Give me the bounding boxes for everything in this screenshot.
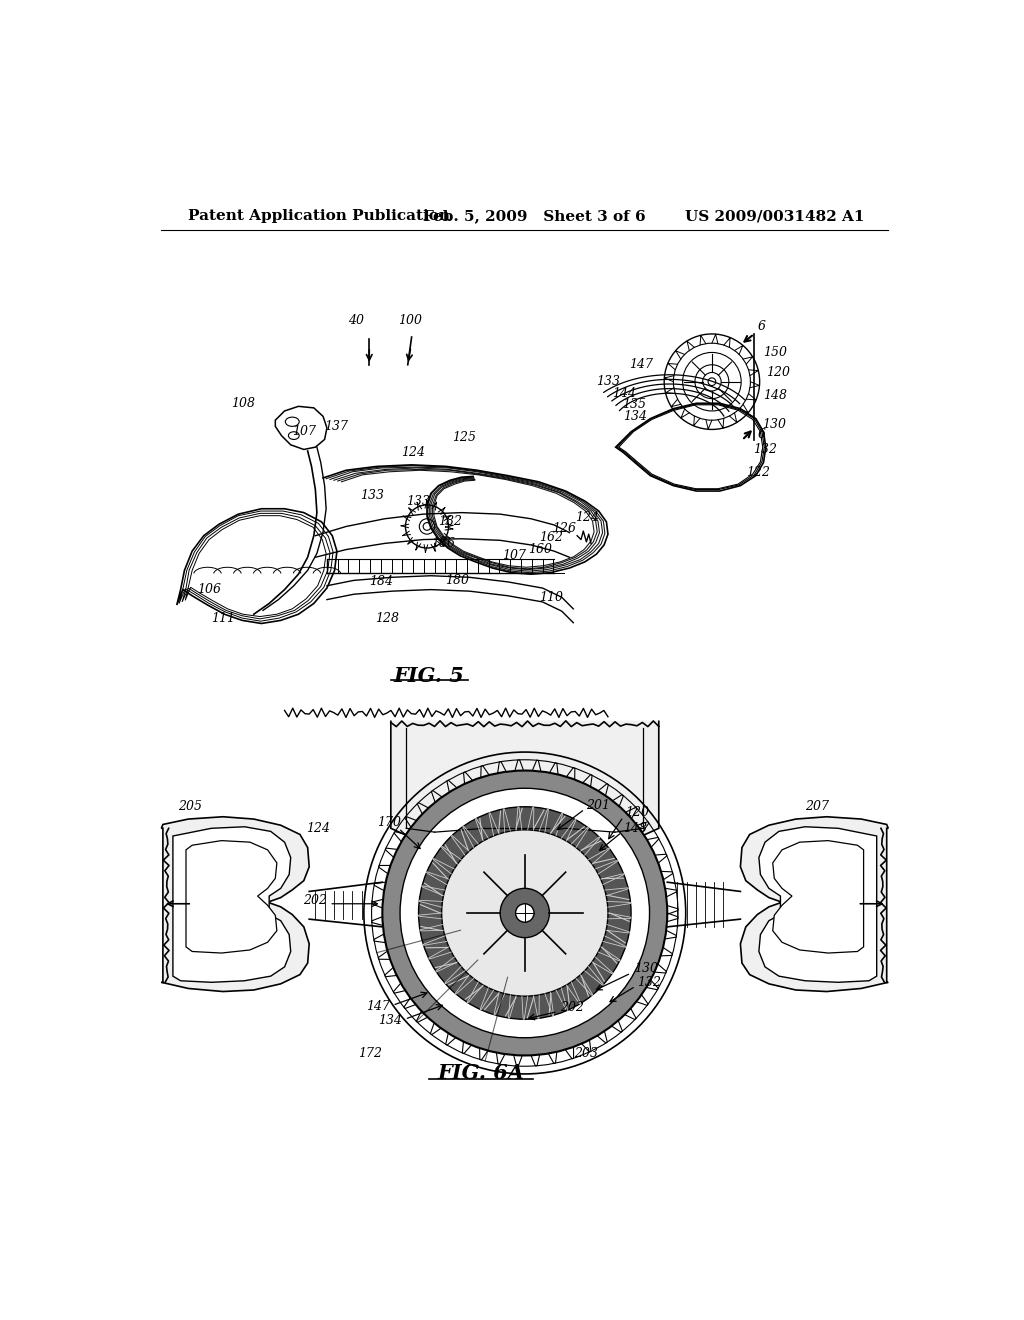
Text: 135: 135 (622, 399, 646, 412)
Text: 133: 133 (596, 375, 621, 388)
Text: 125: 125 (453, 430, 476, 444)
Text: 202: 202 (560, 1001, 585, 1014)
Circle shape (441, 830, 608, 997)
Text: 150: 150 (764, 346, 787, 359)
Polygon shape (740, 817, 888, 991)
Polygon shape (162, 817, 309, 991)
Text: FIG. 6A: FIG. 6A (437, 1063, 524, 1084)
Circle shape (419, 807, 631, 1019)
Text: 124: 124 (575, 511, 600, 524)
Text: US 2009/0031482 A1: US 2009/0031482 A1 (685, 209, 864, 223)
Text: 134: 134 (379, 1014, 402, 1027)
Text: Patent Application Publication: Patent Application Publication (188, 209, 451, 223)
Text: 6: 6 (758, 319, 766, 333)
Text: 128: 128 (376, 612, 399, 626)
Text: 184: 184 (370, 576, 393, 589)
Text: 182: 182 (438, 515, 463, 528)
Text: 207: 207 (805, 800, 829, 813)
Text: 148: 148 (624, 822, 647, 834)
Text: 107: 107 (292, 425, 316, 438)
Text: 6: 6 (758, 428, 766, 441)
Text: 147: 147 (367, 1001, 390, 1014)
Text: 180: 180 (444, 574, 469, 587)
Polygon shape (759, 826, 877, 982)
Text: 100: 100 (398, 314, 423, 326)
Text: 133: 133 (407, 495, 430, 508)
Text: 147: 147 (630, 358, 653, 371)
Circle shape (500, 888, 550, 937)
Polygon shape (186, 841, 276, 953)
Text: 162: 162 (539, 531, 562, 544)
Text: 120: 120 (625, 807, 649, 820)
Text: 106: 106 (197, 583, 221, 597)
Text: 107: 107 (502, 549, 525, 562)
Text: 144: 144 (611, 387, 636, 400)
Text: 160: 160 (528, 543, 552, 556)
Text: 124: 124 (306, 822, 330, 834)
Circle shape (708, 378, 716, 385)
Text: 201: 201 (587, 799, 610, 812)
Text: 132: 132 (637, 975, 662, 989)
Polygon shape (773, 841, 863, 953)
Text: 148: 148 (764, 389, 787, 403)
Text: 172: 172 (358, 1047, 383, 1060)
Circle shape (400, 788, 649, 1038)
Text: 40: 40 (348, 314, 365, 326)
Text: Feb. 5, 2009   Sheet 3 of 6: Feb. 5, 2009 Sheet 3 of 6 (423, 209, 646, 223)
Text: 124: 124 (401, 446, 426, 459)
Text: 126: 126 (553, 521, 577, 535)
Text: 137: 137 (325, 420, 348, 433)
Text: 122: 122 (746, 466, 770, 479)
Text: 170: 170 (377, 816, 401, 829)
Polygon shape (391, 721, 658, 840)
Text: 108: 108 (230, 397, 255, 409)
Text: 110: 110 (539, 591, 562, 603)
Text: 186: 186 (431, 537, 455, 550)
Circle shape (515, 904, 535, 923)
Text: 205: 205 (178, 800, 203, 813)
Text: 120: 120 (767, 366, 791, 379)
Text: 111: 111 (211, 612, 236, 626)
Circle shape (382, 771, 668, 1056)
Text: 130: 130 (762, 417, 786, 430)
Text: 133: 133 (360, 490, 384, 502)
Text: 203: 203 (574, 1047, 598, 1060)
Text: 130: 130 (634, 962, 658, 975)
Text: FIG. 5: FIG. 5 (394, 665, 465, 686)
Text: 202: 202 (303, 894, 327, 907)
Text: 134: 134 (624, 409, 647, 422)
Polygon shape (173, 826, 291, 982)
Text: 132: 132 (753, 444, 777, 455)
